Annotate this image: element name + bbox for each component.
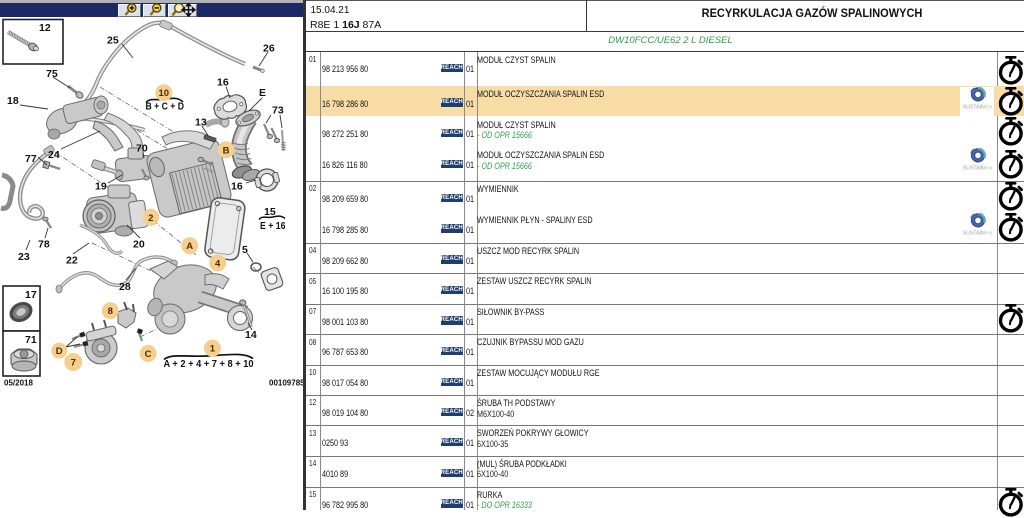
- svg-text:70: 70: [136, 143, 148, 155]
- svg-text:SUSTAINera: SUSTAINera: [962, 166, 992, 172]
- svg-text:78: 78: [38, 239, 50, 251]
- svg-text:E: E: [259, 87, 266, 99]
- svg-text:24: 24: [48, 149, 60, 161]
- svg-text:SUSTAINera: SUSTAINera: [962, 230, 992, 236]
- svg-text:C: C: [145, 349, 152, 360]
- svg-text:14: 14: [245, 329, 257, 341]
- svg-text:13: 13: [195, 117, 207, 129]
- svg-text:A + 2 + 4 + 7 + 8 + 10: A + 2 + 4 + 7 + 8 + 10: [164, 358, 254, 370]
- svg-text:4: 4: [215, 259, 221, 270]
- svg-text:17: 17: [25, 289, 37, 301]
- svg-text:1: 1: [210, 344, 216, 355]
- svg-text:20: 20: [133, 239, 145, 251]
- svg-text:75: 75: [46, 68, 58, 80]
- svg-text:15: 15: [264, 206, 276, 218]
- svg-text:7: 7: [71, 358, 76, 369]
- svg-text:D: D: [56, 346, 63, 357]
- svg-text:5: 5: [242, 244, 248, 256]
- svg-text:19: 19: [95, 181, 107, 193]
- svg-text:28: 28: [119, 281, 131, 293]
- svg-text:8: 8: [108, 306, 113, 317]
- svg-text:73: 73: [272, 105, 284, 117]
- svg-text:77: 77: [25, 153, 37, 165]
- svg-text:71: 71: [25, 334, 37, 346]
- svg-text:18: 18: [7, 95, 19, 107]
- svg-text:16: 16: [217, 77, 229, 89]
- svg-text:2: 2: [148, 213, 153, 224]
- svg-text:22: 22: [66, 255, 78, 267]
- svg-text:26: 26: [263, 43, 275, 55]
- svg-text:25: 25: [107, 35, 119, 47]
- svg-text:16: 16: [231, 181, 243, 193]
- svg-text:05/2018: 05/2018: [4, 379, 33, 388]
- svg-text:A: A: [186, 241, 193, 252]
- svg-text:SUSTAINera: SUSTAINera: [962, 104, 992, 110]
- svg-text:B + C + D: B + C + D: [146, 101, 185, 113]
- svg-text:B: B: [223, 145, 230, 156]
- svg-text:10: 10: [159, 88, 170, 99]
- svg-text:00109785: 00109785: [269, 379, 303, 388]
- svg-text:12: 12: [39, 22, 51, 34]
- svg-text:E + 16: E + 16: [260, 220, 286, 232]
- svg-text:23: 23: [18, 251, 30, 263]
